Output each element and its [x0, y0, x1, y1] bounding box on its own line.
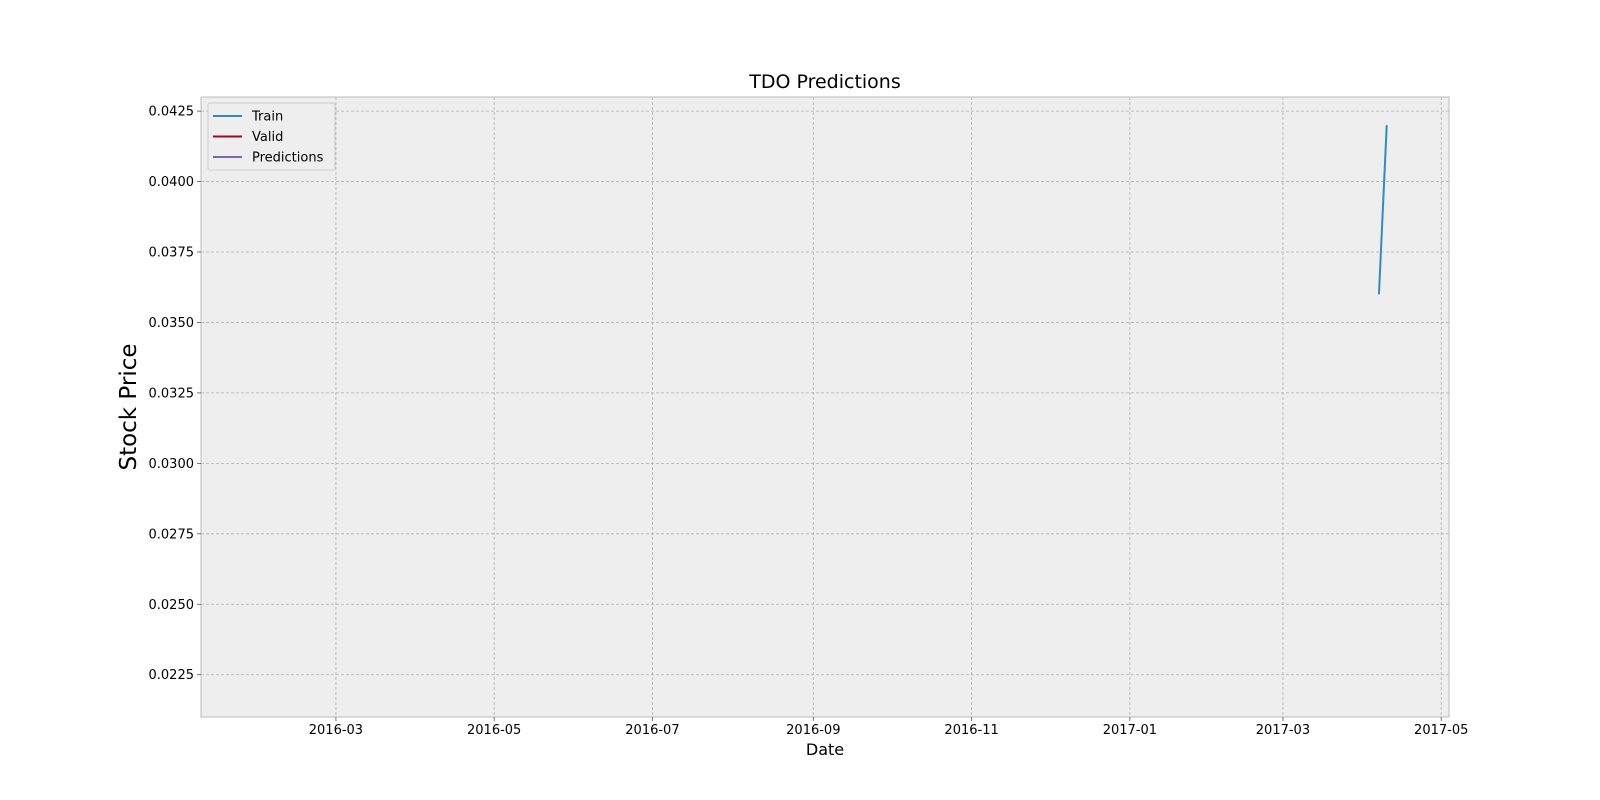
x-tick-label: 2017-05 [1414, 723, 1468, 738]
series-line-train [1377, 125, 1388, 295]
x-tick-label: 2016-07 [625, 723, 679, 738]
y-tick-label: 0.0225 [149, 668, 195, 683]
legend: Train Valid Predictions [207, 102, 336, 171]
legend-label-valid: Valid [252, 130, 283, 145]
x-tick-label: 2017-01 [1103, 723, 1157, 738]
y-tick-label: 0.0350 [149, 316, 195, 331]
legend-label-predictions: Predictions [252, 151, 324, 166]
y-tick-label: 0.0400 [149, 175, 195, 190]
y-tick-label: 0.0325 [149, 386, 195, 401]
legend-box [207, 102, 336, 171]
y-tick-label: 0.0275 [149, 527, 195, 542]
y-axis-ticks: 0.0225 0.0250 0.0275 0.0300 0.0325 0.0350 0.03… [149, 105, 201, 683]
x-tick-label: 2016-11 [944, 723, 998, 738]
plot-area [201, 97, 1449, 717]
x-tick-label: 2016-09 [786, 723, 840, 738]
chart-title: TDO Predictions [748, 71, 901, 93]
grid [201, 97, 1449, 717]
x-tick-label: 2016-03 [309, 723, 363, 738]
series-lines [1377, 125, 1388, 295]
y-tick-label: 0.0425 [149, 105, 195, 120]
x-tick-label: 2016-05 [467, 723, 521, 738]
x-axis-label: Date [806, 740, 844, 759]
x-axis-ticks: 2016-03 2016-05 2016-07 2016-09 2016-11 2017-… [309, 717, 1468, 738]
y-axis-label: Stock Price [116, 343, 142, 470]
legend-label-train: Train [251, 110, 283, 125]
x-tick-label: 2017-03 [1256, 723, 1310, 738]
y-tick-label: 0.0250 [149, 598, 195, 613]
y-tick-label: 0.0375 [149, 246, 195, 261]
plot-frame [200, 96, 1450, 718]
y-tick-label: 0.0300 [149, 457, 195, 472]
